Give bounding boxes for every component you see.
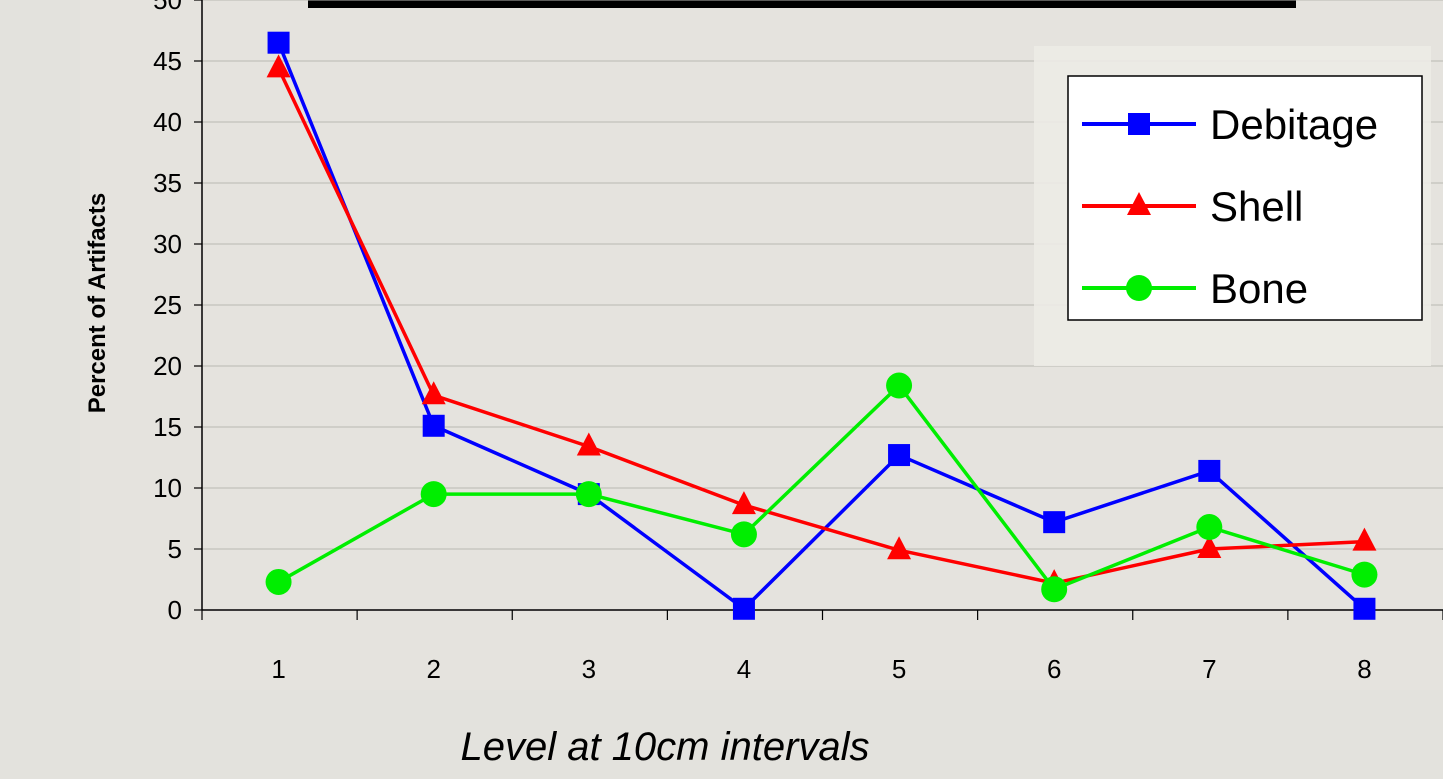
data-point-debitage — [732, 597, 755, 620]
y-tick-label: 35 — [153, 168, 182, 198]
legend-marker-bone — [1126, 275, 1152, 301]
y-tick-label: 20 — [153, 351, 182, 381]
series-debitage — [267, 31, 1376, 620]
x-tick-label: 7 — [1202, 654, 1216, 684]
data-point-debitage — [267, 31, 290, 54]
data-point-bone — [1351, 561, 1378, 588]
data-point-shell — [266, 54, 291, 78]
legend-item-bone: Bone — [1082, 265, 1308, 312]
y-tick-label: 45 — [153, 46, 182, 76]
data-point-bone — [730, 521, 757, 548]
legend-label-shell: Shell — [1210, 183, 1303, 230]
series — [265, 31, 1378, 620]
y-tick-label: 15 — [153, 412, 182, 442]
data-point-bone — [886, 372, 913, 399]
legend-label-bone: Bone — [1210, 265, 1308, 312]
y-tick-labels: 0 5 10 15 20 25 30 35 40 45 50 — [153, 0, 182, 625]
y-tick-label: 10 — [153, 473, 182, 503]
x-tick-label: 6 — [1047, 654, 1061, 684]
data-point-shell — [576, 432, 601, 456]
data-point-debitage — [1043, 511, 1066, 534]
legend-item-shell: Shell — [1082, 183, 1303, 230]
x-tick-label: 4 — [737, 654, 751, 684]
y-tick-label: 25 — [153, 290, 182, 320]
data-point-bone — [1041, 576, 1068, 603]
x-tick-label: 3 — [582, 654, 596, 684]
data-point-bone — [575, 481, 602, 508]
data-point-bone — [265, 568, 292, 595]
legend-marker-shell — [1127, 192, 1151, 215]
title-bar — [308, 0, 1296, 8]
data-point-shell — [421, 381, 446, 405]
data-point-debitage — [1198, 459, 1221, 482]
series-line-shell — [276, 67, 1365, 585]
x-tick-label: 2 — [426, 654, 440, 684]
series-line-bone — [277, 383, 1365, 592]
legend-box — [1067, 75, 1423, 321]
x-tick-label: 8 — [1357, 654, 1371, 684]
data-point-debitage — [888, 444, 911, 467]
y-tick-label: 30 — [153, 229, 182, 259]
legend-item-debitage: Debitage — [1082, 101, 1378, 148]
y-tick-label: 50 — [153, 0, 182, 15]
y-tick-label: 5 — [168, 534, 182, 564]
y-tick-label: 0 — [168, 595, 182, 625]
data-point-shell — [731, 491, 756, 515]
x-tick-label: 1 — [271, 654, 285, 684]
legend-label-debitage: Debitage — [1210, 101, 1378, 148]
series-line-debitage — [276, 42, 1366, 611]
data-point-bone — [420, 481, 447, 508]
y-tick-label: 40 — [153, 107, 182, 137]
legend-marker-debitage — [1128, 113, 1150, 135]
series-bone — [265, 372, 1378, 603]
x-tick-label: 5 — [892, 654, 906, 684]
x-axis-label: Level at 10cm intervals — [460, 725, 869, 769]
data-point-bone — [1196, 514, 1223, 541]
data-point-debitage — [1353, 597, 1376, 620]
axes — [194, 0, 1443, 620]
data-point-debitage — [422, 414, 445, 437]
data-point-shell — [887, 536, 912, 560]
legend: Debitage Shell Bone — [1034, 46, 1431, 366]
y-axis-label: Percent of Artifacts — [84, 193, 111, 414]
data-point-shell — [1197, 535, 1222, 558]
data-point-shell — [1352, 527, 1377, 551]
x-tick-labels: 1 2 3 4 5 6 7 8 — [271, 654, 1371, 684]
